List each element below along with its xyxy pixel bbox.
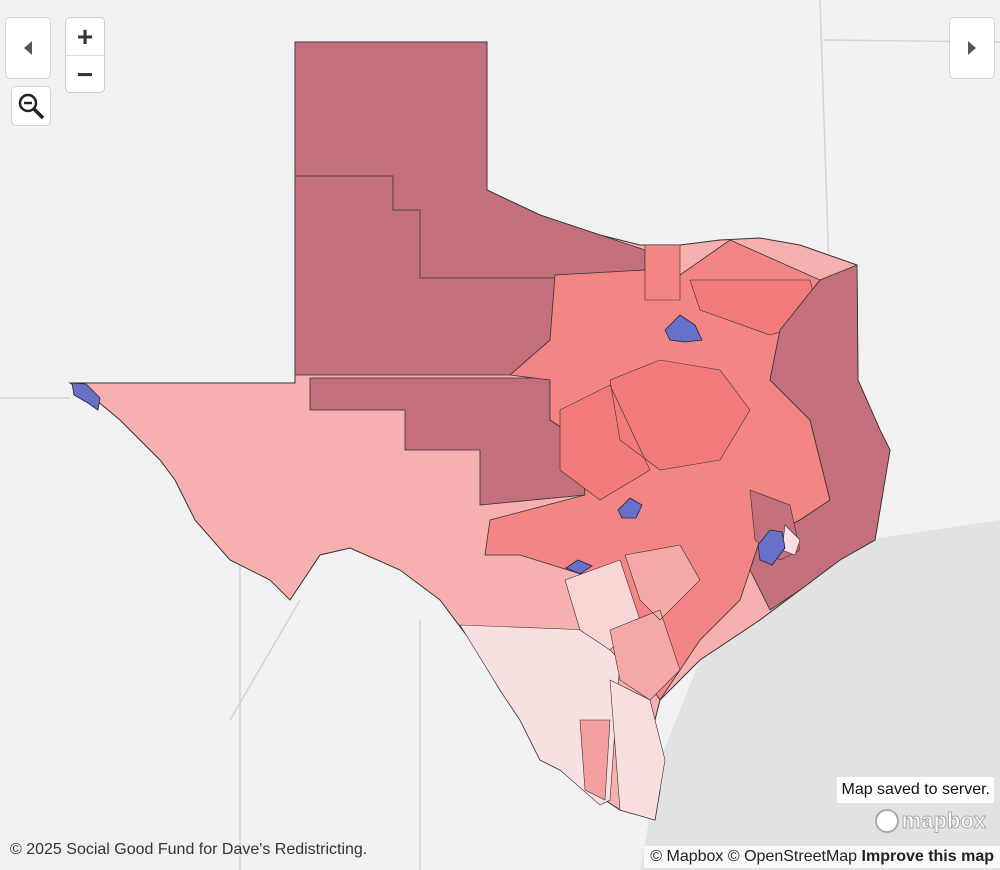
improve-link[interactable]: Improve this map [861,848,994,865]
district-line [295,175,555,279]
zoom-icon [18,93,45,120]
district [609,679,666,821]
district [559,279,821,501]
next-button[interactable] [950,18,994,78]
attribution-right: © Mapbox © OpenStreetMap Improve this ma… [644,846,1000,868]
attribution-left: © 2025 Social Good Fund for Dave's Redis… [10,841,368,858]
osm-link[interactable]: © OpenStreetMap [727,848,858,865]
mapbox-link[interactable]: © Mapbox [650,848,724,865]
status-message: Map saved to server. [837,777,994,803]
logo-icon [874,809,899,833]
districts-blue [71,314,786,575]
district [609,544,701,701]
zoom-out[interactable]: − [66,55,104,93]
district [579,719,611,801]
district [749,264,891,611]
district [644,244,681,301]
prev-button[interactable] [6,18,50,78]
zoom-in[interactable]: + [76,20,94,52]
logo-text: mapbox [901,808,986,834]
zoom-fit-button[interactable] [12,87,50,125]
arrow-right [968,41,976,55]
zoom-control: + − [66,18,104,92]
arrow-left [24,41,32,55]
mapbox-logo[interactable]: mapbox [874,808,987,834]
